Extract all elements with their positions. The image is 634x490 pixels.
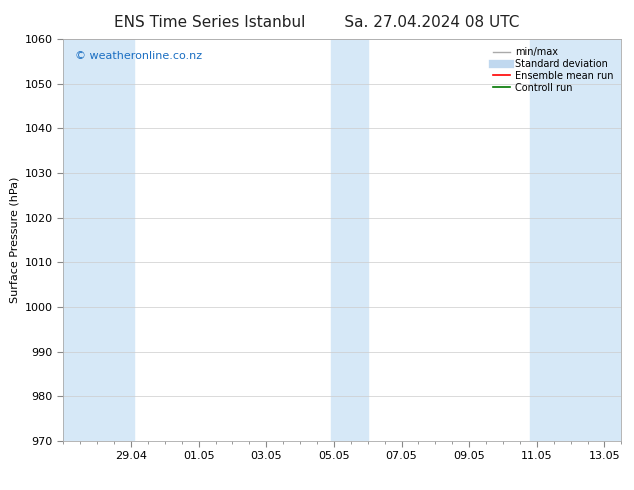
Legend: min/max, Standard deviation, Ensemble mean run, Controll run: min/max, Standard deviation, Ensemble me… (489, 44, 616, 96)
Text: © weatheronline.co.nz: © weatheronline.co.nz (75, 51, 202, 61)
Bar (63, 39, 134, 441)
Bar (530, 39, 621, 441)
Bar (330, 39, 368, 441)
Text: ENS Time Series Istanbul        Sa. 27.04.2024 08 UTC: ENS Time Series Istanbul Sa. 27.04.2024 … (114, 15, 520, 30)
Y-axis label: Surface Pressure (hPa): Surface Pressure (hPa) (10, 177, 19, 303)
